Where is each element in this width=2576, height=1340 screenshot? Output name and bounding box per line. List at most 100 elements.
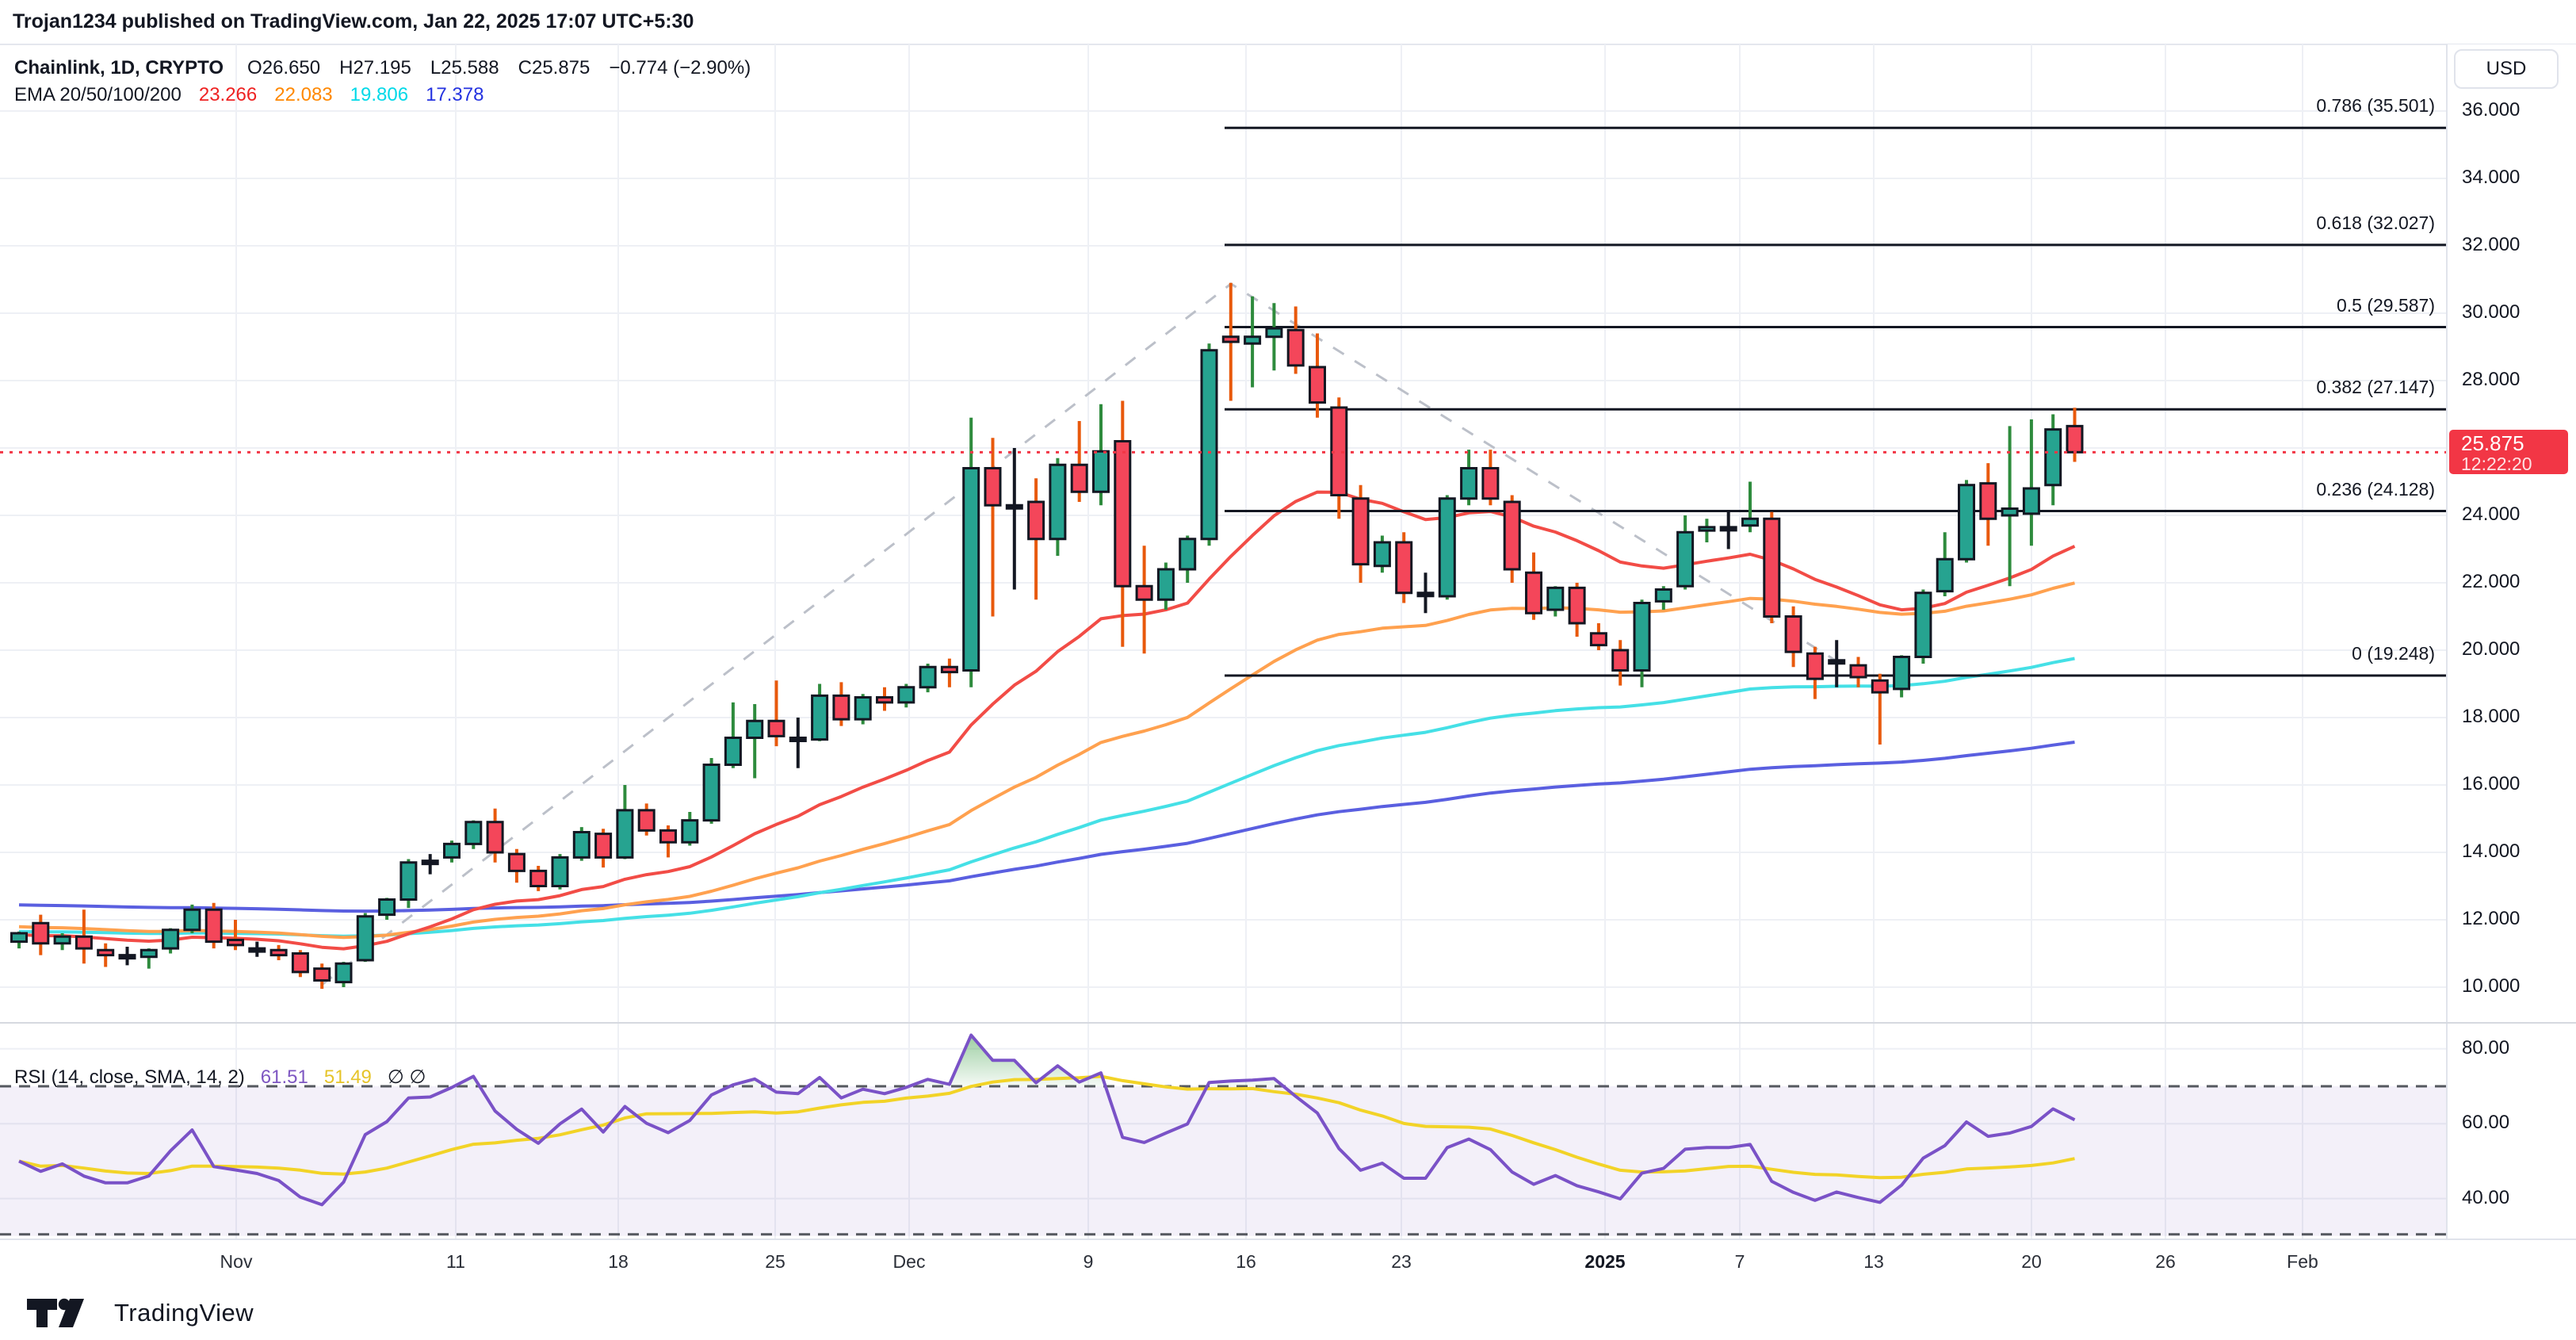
price-tick-label: 36.000 [2462, 99, 2521, 121]
candle-body [248, 947, 266, 953]
candle-wick [1012, 448, 1016, 590]
fib-level-label: 0.236 (24.128) [2316, 478, 2435, 500]
candle [399, 859, 418, 909]
candle [10, 931, 28, 949]
candle [486, 808, 504, 863]
candle-body [1027, 500, 1045, 541]
candle [897, 683, 915, 708]
candle [118, 947, 136, 966]
candle [1568, 583, 1586, 637]
candle-body [32, 921, 50, 945]
candle-body [140, 948, 158, 959]
candle-body [551, 856, 569, 887]
candle [919, 664, 937, 693]
candle-body [681, 819, 699, 844]
tradingview-logo[interactable]: TradingView [27, 1296, 254, 1330]
ohlc-high: H27.195 [339, 57, 411, 78]
price-tick-label: 22.000 [2462, 571, 2521, 592]
candle-body [378, 898, 396, 917]
ema50-value: 22.083 [274, 84, 333, 105]
rsi-tick-label: 40.00 [2462, 1186, 2510, 1208]
candle-body [572, 831, 590, 859]
candle [854, 694, 872, 725]
candle [876, 687, 893, 711]
candle [2022, 419, 2040, 546]
candle-body [1849, 664, 1867, 679]
candle-body [529, 869, 548, 887]
candle-body [919, 665, 937, 689]
candle-body [2001, 507, 2019, 517]
time-scale[interactable] [0, 1239, 2576, 1288]
candle [551, 854, 569, 890]
rsi-empty-values: ∅ ∅ [387, 1066, 426, 1088]
candle-body [1244, 335, 1262, 345]
currency-toggle-button[interactable]: USD [2454, 49, 2559, 89]
candle [1589, 623, 1607, 650]
ema100-value: 19.806 [350, 84, 409, 105]
candle [659, 825, 677, 858]
time-axis-label: 23 [1391, 1251, 1412, 1272]
candle-body [2066, 424, 2084, 454]
candle-body [53, 935, 71, 945]
ema-legend-label: EMA 20/50/100/200 [14, 84, 182, 105]
candle-body [421, 860, 439, 866]
candle [1719, 511, 1737, 549]
candle-body [1654, 588, 1672, 603]
candle [984, 438, 1002, 617]
candle [1871, 673, 1889, 745]
candle-body [1286, 328, 1305, 367]
candle [1914, 589, 1932, 664]
rsi-sma-line [18, 1074, 2075, 1180]
candle [1893, 655, 1911, 698]
candle-body [1525, 571, 1542, 614]
candle [75, 909, 93, 964]
candle-body [291, 952, 309, 974]
price-scale[interactable] [2446, 44, 2576, 1286]
candle-body [789, 737, 807, 742]
candle-body [811, 694, 829, 741]
candle [1114, 400, 1132, 647]
time-axis-label: 2025 [1584, 1251, 1626, 1272]
candle [1654, 586, 1672, 610]
symbol-legend: Chainlink, 1D, CRYPTO O26.650 H27.195 L2… [14, 57, 770, 79]
candle-body [1351, 497, 1370, 566]
candle [97, 943, 115, 967]
candle [529, 866, 548, 891]
candle [140, 948, 158, 969]
candle-body [724, 737, 742, 766]
candle-body [1005, 503, 1023, 510]
candle-body [1481, 467, 1500, 500]
time-axis-label: Dec [892, 1251, 926, 1272]
candle-body [1070, 463, 1088, 493]
candle [1763, 511, 1781, 623]
candle [1244, 296, 1262, 388]
candle-body [1611, 649, 1630, 672]
time-axis-label: 7 [1734, 1251, 1745, 1272]
candle [616, 785, 634, 860]
candle-body [399, 861, 418, 901]
candle [1979, 463, 1997, 546]
candle-wick [1749, 481, 1752, 533]
candle [702, 758, 720, 824]
candle [507, 848, 526, 883]
candle [1395, 532, 1413, 603]
candle-body [1265, 327, 1283, 339]
candle [183, 904, 201, 933]
candle-wick [2029, 419, 2033, 546]
candle-body [1373, 541, 1391, 568]
candle [724, 702, 742, 768]
ema200-value: 17.378 [426, 84, 484, 105]
candle-body [1156, 568, 1175, 601]
price-tick-label: 14.000 [2462, 840, 2521, 862]
candle-body [507, 852, 526, 872]
candle-wick [753, 704, 757, 779]
candle [1330, 397, 1348, 519]
candle [32, 914, 50, 955]
fib-level-label: 0.786 (35.501) [2316, 95, 2435, 117]
candle-wick [2008, 426, 2012, 587]
candle [2044, 414, 2062, 506]
candle-body [1221, 335, 1240, 343]
candle-body [204, 908, 223, 944]
